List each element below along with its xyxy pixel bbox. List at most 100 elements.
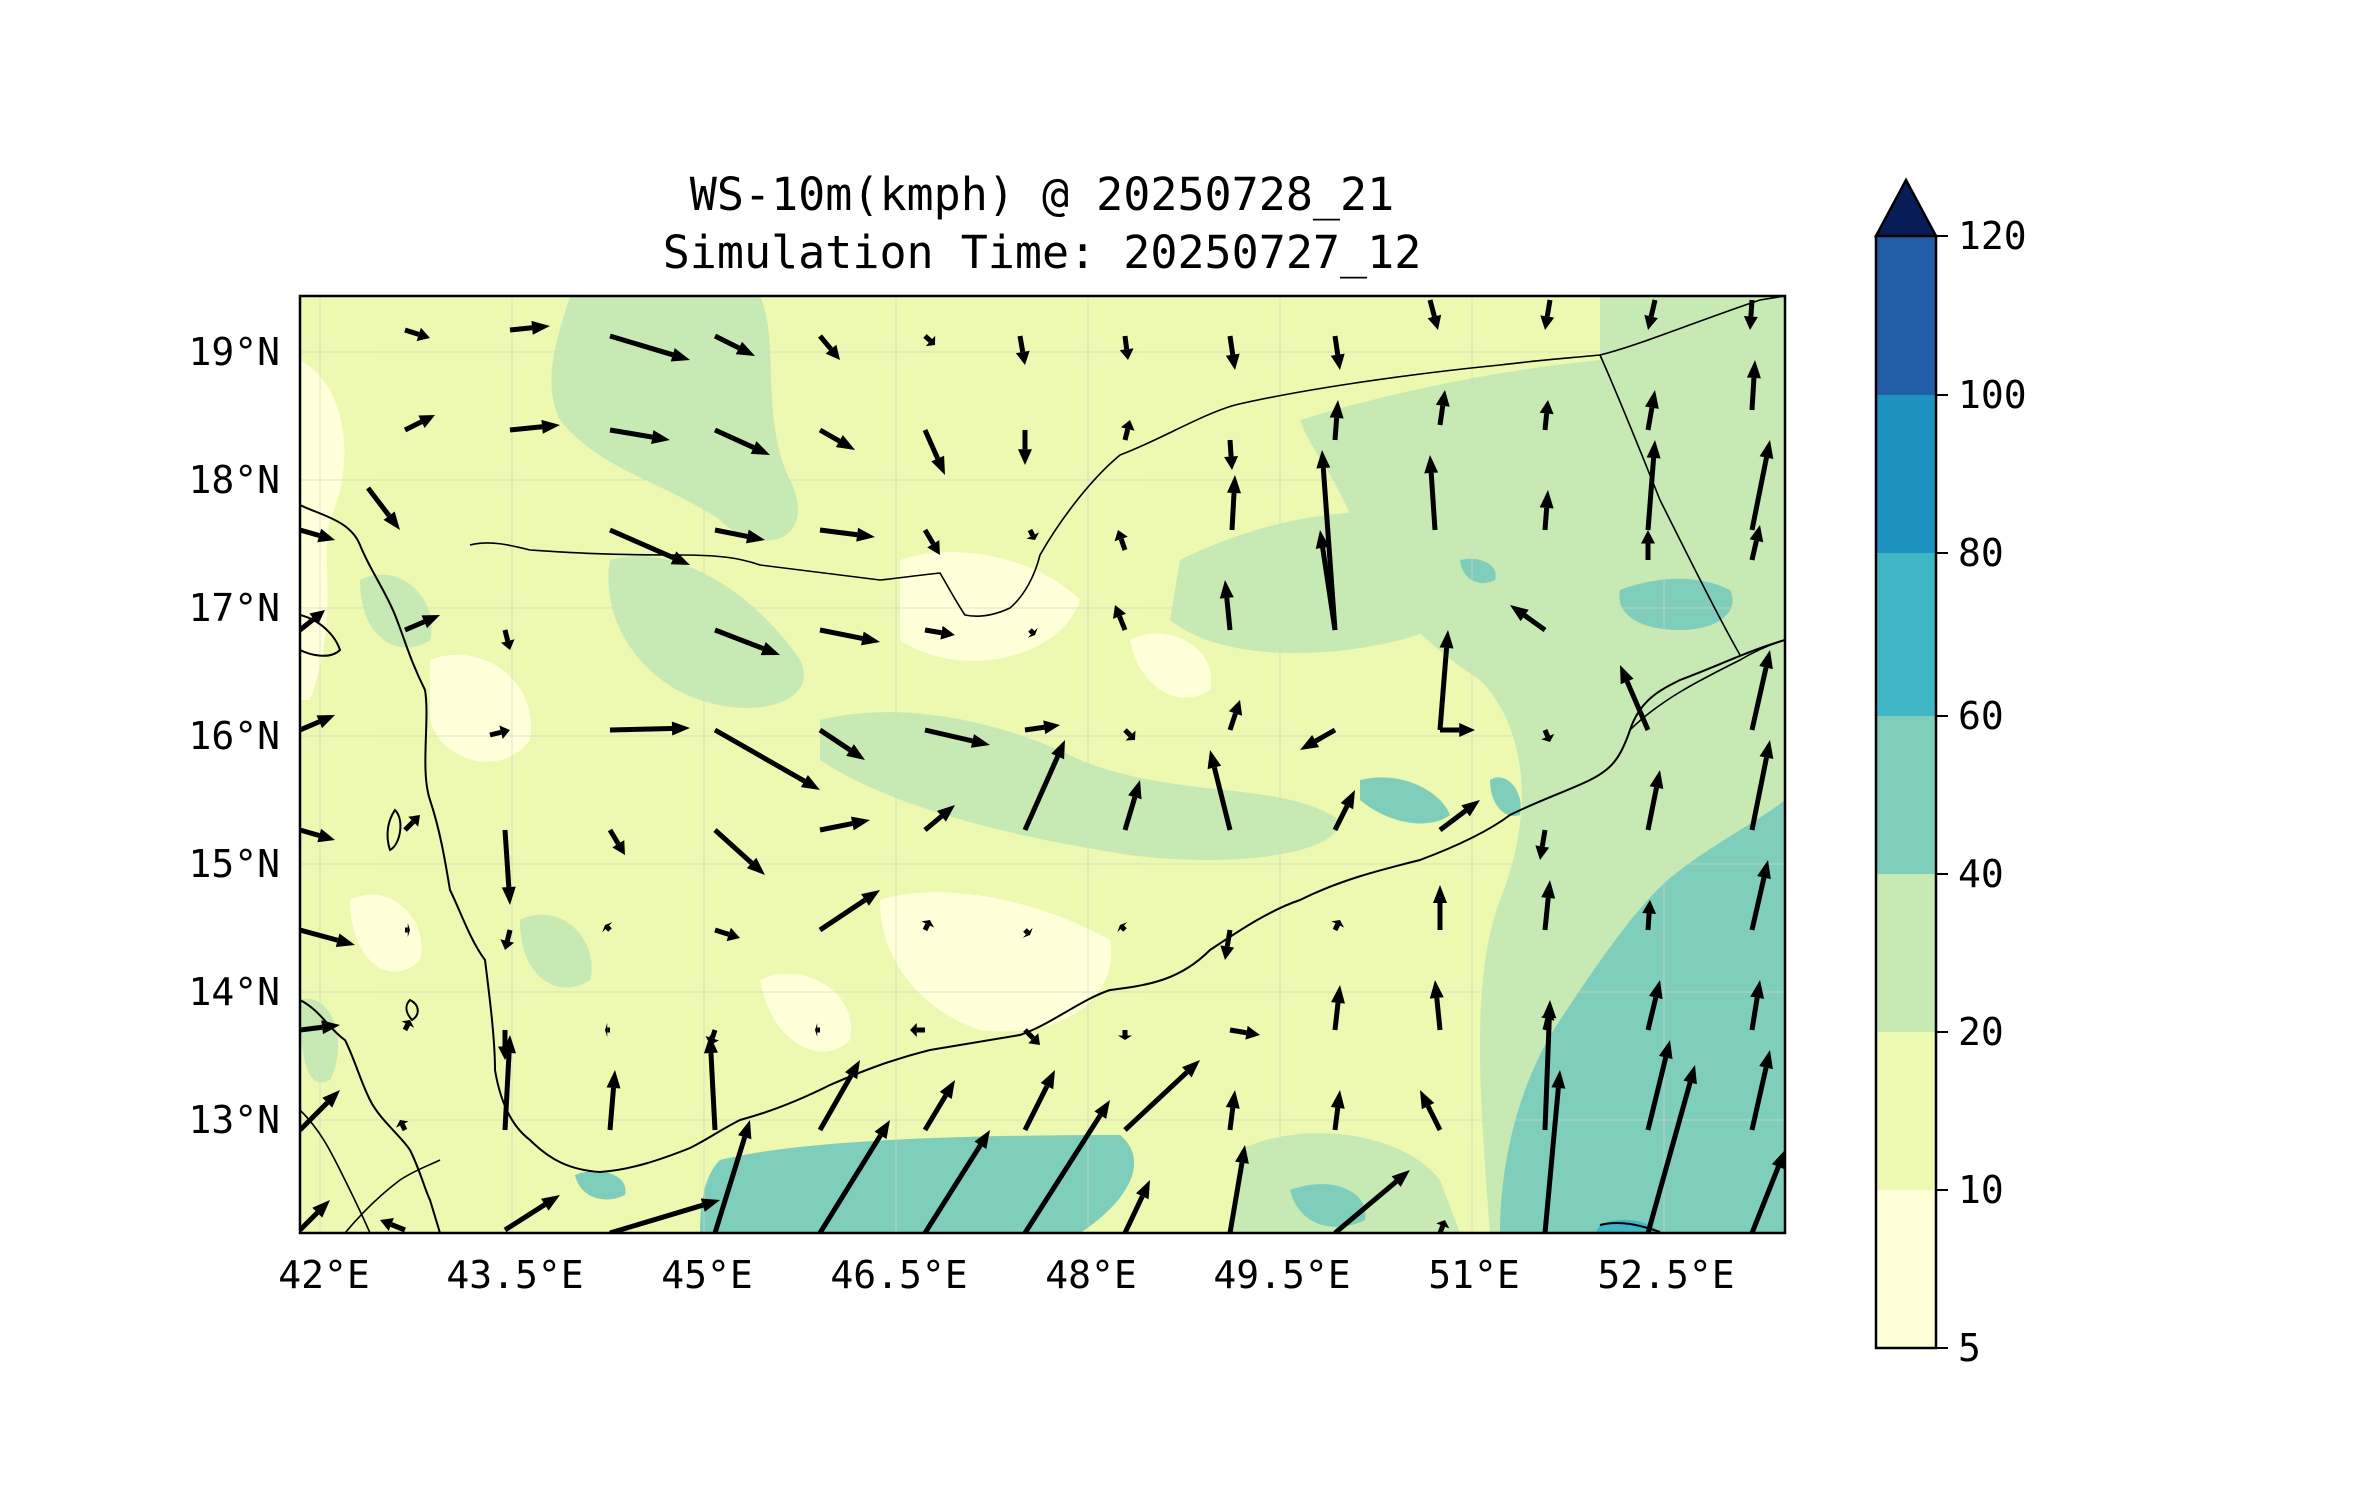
wind-vector	[1331, 985, 1345, 1031]
wind-vector-head	[395, 1120, 409, 1128]
wind-vector-head	[874, 1120, 890, 1139]
wind-vector	[1749, 1050, 1773, 1131]
wind-vector	[1645, 980, 1663, 1031]
wind-vector	[713, 727, 820, 790]
wind-vector-shaft	[404, 619, 426, 633]
wind-vector-head	[671, 721, 690, 736]
wind-vector	[1542, 1070, 1566, 1233]
wind-vector-shaft	[1645, 913, 1652, 931]
wind-vector	[609, 333, 690, 362]
wind-vector-head	[1648, 980, 1663, 1000]
wind-vector-shaft	[1227, 1162, 1245, 1233]
wind-vector-head	[1435, 390, 1450, 407]
wind-vector	[606, 1070, 621, 1131]
wind-vector-head	[745, 529, 765, 544]
wind-vector-head	[835, 434, 855, 450]
wind-vector	[1743, 299, 1758, 330]
border-yemen-oman	[1629, 639, 1785, 731]
wind-vector-head	[1182, 1060, 1200, 1078]
wind-vector-shaft	[609, 427, 653, 440]
wind-vector-shaft	[1748, 299, 1755, 317]
wind-vector-head	[700, 1198, 720, 1212]
wind-vector	[1329, 400, 1344, 441]
wind-vector-head	[1420, 1090, 1435, 1110]
wind-vector	[1437, 630, 1454, 731]
wind-vector-shaft	[403, 419, 423, 433]
wind-vector-head	[861, 890, 880, 906]
wind-vector-shaft	[1333, 1179, 1398, 1233]
field-patch-5-10	[1130, 633, 1212, 698]
wind-vector-shaft	[509, 325, 533, 333]
wind-vector-shaft	[1123, 728, 1133, 738]
wind-vector-shaft	[712, 1136, 748, 1233]
wind-vector	[1749, 525, 1764, 561]
wind-vector-head	[1117, 922, 1128, 933]
field-patch-5-10	[880, 892, 1112, 1032]
wind-vector	[405, 923, 410, 937]
field-patch-40-60	[700, 1135, 1135, 1233]
wind-vector-shaft	[1542, 507, 1550, 531]
wind-vector-head	[1759, 650, 1773, 670]
wind-vector-shaft	[818, 427, 841, 444]
colorbar-label: 80	[1958, 531, 2004, 575]
wind-vector	[923, 334, 936, 347]
wind-vector-shaft	[713, 727, 806, 784]
wind-vector-shaft	[300, 827, 320, 838]
wind-vector-head	[1315, 530, 1330, 549]
wind-vector-head	[825, 344, 840, 360]
colorbar-segment	[1876, 1032, 1936, 1190]
wind-vector-shaft	[1437, 405, 1446, 426]
x-tick-label: 49.5°E	[1213, 1253, 1350, 1297]
wind-vector	[1333, 1170, 1410, 1233]
wind-vector-head	[1427, 314, 1442, 330]
wind-vector	[922, 528, 940, 555]
wind-vector	[1440, 723, 1475, 737]
wind-vector	[1027, 627, 1038, 638]
wind-vector	[1315, 530, 1338, 631]
wind-vector	[366, 486, 400, 530]
wind-vector-head	[612, 840, 625, 855]
wind-vector-head	[974, 1130, 990, 1149]
wind-vector-shaft	[605, 925, 612, 932]
wind-vector-shaft	[607, 828, 621, 846]
wind-vector-shaft	[1645, 996, 1659, 1031]
map-frame	[298, 294, 1787, 1235]
wind-vector	[714, 527, 765, 544]
wind-vector-shaft	[300, 719, 321, 733]
wind-vector-head	[541, 419, 560, 434]
wind-vector	[501, 829, 516, 905]
wind-vector	[1510, 605, 1547, 633]
wind-vector-head	[1051, 740, 1065, 760]
wind-vector	[608, 527, 690, 565]
wind-vector-shaft	[609, 333, 674, 358]
wind-vector-head	[850, 816, 870, 831]
wind-vector	[1117, 922, 1128, 933]
wind-vector	[714, 927, 740, 942]
wind-vector	[1435, 390, 1450, 426]
wind-vector-shaft	[817, 1074, 854, 1132]
wind-vector-shaft	[1023, 1028, 1036, 1041]
map-title: WS-10m(kmph) @ 20250728_21	[690, 168, 1394, 221]
field-patch-20-40	[360, 574, 432, 648]
wind-vector	[1018, 430, 1032, 465]
wind-vector	[1644, 299, 1658, 330]
wind-vector-shaft	[1749, 1067, 1769, 1131]
map-subtitle: Simulation Time: 20250727_12	[663, 226, 1422, 279]
wind-vector-shaft	[1749, 457, 1769, 531]
coastline-red-sea-east	[300, 504, 1785, 1174]
wind-vector-head	[1120, 420, 1135, 431]
wind-vector-head	[1125, 730, 1136, 741]
wind-vector-head	[1026, 532, 1040, 540]
wind-vector	[403, 415, 435, 433]
x-tick-label: 52.5°E	[1597, 1253, 1734, 1297]
wind-vector	[1026, 528, 1040, 540]
wind-vector	[1227, 475, 1242, 531]
wind-vector-head	[1539, 490, 1554, 509]
wind-vector	[1539, 400, 1554, 431]
wind-vector-shaft	[489, 729, 502, 738]
wind-vector-head	[1113, 605, 1126, 619]
wind-vector-head	[416, 327, 430, 342]
wind-vector-shaft	[1229, 1027, 1247, 1036]
wind-vector-head	[1641, 530, 1655, 544]
